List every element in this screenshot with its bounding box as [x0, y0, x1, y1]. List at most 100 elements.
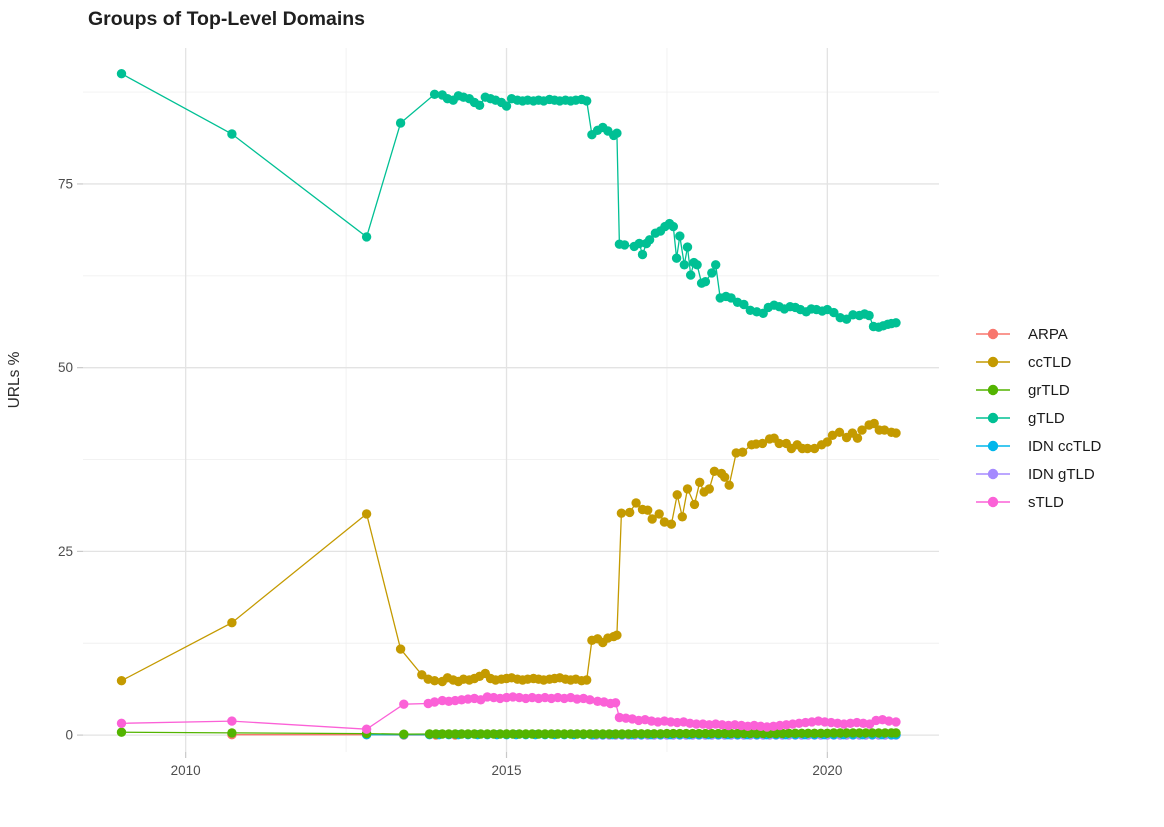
data-point	[857, 425, 867, 435]
legend-label: grTLD	[1028, 382, 1070, 399]
data-point	[429, 676, 440, 686]
data-point	[429, 89, 440, 100]
data-point	[668, 728, 678, 739]
y-tick-label: 50	[58, 360, 73, 375]
data-point	[679, 260, 689, 270]
data-point	[852, 433, 863, 443]
data-point	[476, 729, 486, 739]
data-point	[625, 507, 635, 518]
data-point	[861, 728, 871, 738]
chart-title: Groups of Top-Level Domains	[88, 8, 365, 30]
data-point	[582, 96, 592, 106]
data-point	[671, 253, 682, 263]
y-tick-label: 25	[58, 544, 73, 559]
data-point	[637, 249, 648, 260]
data-point	[704, 484, 714, 494]
data-point	[834, 427, 845, 437]
data-point	[227, 716, 237, 726]
data-series	[116, 69, 901, 740]
data-point	[612, 128, 622, 138]
data-point	[582, 675, 592, 685]
data-point	[591, 729, 601, 739]
series-cctld	[116, 418, 901, 687]
data-point	[361, 509, 372, 519]
data-point	[514, 729, 524, 739]
data-point	[399, 699, 409, 709]
legend-key-point	[987, 440, 999, 452]
series-grtld	[116, 727, 901, 739]
data-point	[437, 729, 447, 739]
data-point	[864, 310, 874, 321]
legend-key-point	[987, 412, 999, 424]
data-point	[395, 644, 406, 654]
data-point	[672, 490, 682, 500]
data-point	[711, 260, 721, 270]
legend-key-point	[987, 496, 999, 508]
data-point	[644, 235, 655, 245]
data-point	[553, 729, 563, 739]
data-point	[724, 480, 734, 490]
data-point	[784, 728, 794, 738]
data-point	[619, 240, 630, 250]
x-tick-label: 2020	[812, 763, 842, 778]
gridlines	[83, 48, 939, 752]
data-point	[116, 718, 127, 728]
data-point	[395, 118, 406, 128]
data-point	[809, 443, 820, 454]
data-point	[891, 428, 901, 438]
data-point	[399, 729, 409, 739]
data-point	[647, 514, 657, 524]
data-point	[474, 100, 485, 111]
data-point	[737, 447, 748, 457]
legend-label: sTLD	[1028, 494, 1064, 511]
y-tick-label: 75	[58, 176, 73, 191]
legend-key-point	[987, 384, 999, 396]
data-point	[700, 277, 711, 287]
legend-label: gTLD	[1028, 410, 1065, 427]
data-point	[116, 69, 127, 79]
data-point	[686, 270, 696, 280]
legend-item-stld: sTLD	[976, 494, 1064, 511]
data-point	[610, 698, 621, 708]
x-tick-label: 2010	[171, 763, 201, 778]
data-point	[707, 268, 717, 278]
data-point	[227, 618, 237, 628]
legend-item-idn-gtld: IDN gTLD	[976, 466, 1095, 483]
legend-label: IDN ccTLD	[1028, 438, 1102, 455]
legend-label: ccTLD	[1028, 354, 1072, 371]
data-point	[774, 438, 784, 449]
data-point	[695, 477, 705, 487]
data-point	[869, 418, 879, 429]
legend-item-idn-cctld: IDN ccTLD	[976, 438, 1102, 455]
data-point	[745, 728, 755, 739]
legend-item-arpa: ARPA	[976, 326, 1068, 343]
data-point	[757, 438, 768, 449]
data-point	[666, 519, 677, 529]
data-point	[643, 505, 653, 515]
data-point	[616, 508, 627, 518]
data-point	[689, 499, 700, 510]
y-axis-label: URLs %	[6, 351, 23, 408]
data-point	[802, 443, 813, 454]
data-point	[116, 727, 127, 737]
data-point	[227, 129, 237, 139]
data-point	[891, 717, 901, 727]
data-point	[361, 724, 372, 734]
legend-item-cctld: ccTLD	[976, 354, 1072, 371]
series-line	[121, 73, 897, 328]
data-point	[654, 509, 664, 519]
data-point	[675, 231, 685, 241]
axis-tick-labels: 0 25 50 75 2010 2015 2020	[58, 176, 842, 778]
data-point	[720, 472, 730, 482]
data-point	[429, 697, 440, 707]
legend-label: IDN gTLD	[1028, 466, 1095, 483]
data-point	[677, 512, 687, 522]
y-tick-label: 0	[65, 728, 73, 743]
axis-ticks	[77, 183, 828, 758]
data-point	[612, 630, 622, 640]
legend-label: ARPA	[1028, 326, 1068, 343]
data-point	[891, 728, 901, 738]
legend-key-point	[987, 328, 999, 340]
legend: ARPA ccTLD grTLD gTLD IDN ccTLD IDN gTLD sTLD	[976, 326, 1102, 511]
